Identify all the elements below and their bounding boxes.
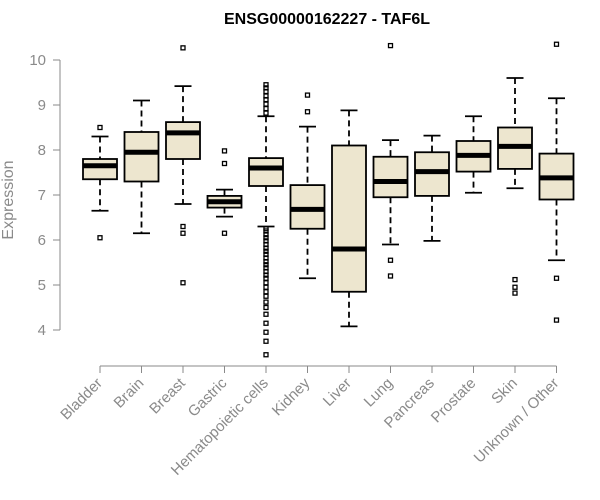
outlier-point: [263, 311, 269, 317]
outlier-point: [512, 290, 518, 296]
outlier-point: [263, 293, 269, 299]
outlier-point: [263, 251, 269, 258]
outlier-point: [263, 248, 269, 254]
outlier-point: [387, 42, 394, 49]
box-group: [123, 99, 160, 235]
outlier-point: [97, 235, 103, 241]
outlier-point: [304, 92, 311, 98]
box-group: [331, 109, 367, 328]
box-group: [372, 42, 409, 279]
box-group: [165, 45, 201, 286]
outlier-point: [263, 105, 269, 112]
outlier-point: [512, 284, 518, 290]
outlier-point: [304, 109, 311, 115]
box: [248, 157, 284, 187]
outlier-point: [263, 226, 269, 232]
x-tick-label: Skin: [488, 375, 521, 408]
outlier-point: [263, 85, 269, 91]
chart-title: ENSG00000162227 - TAF6L: [224, 11, 430, 28]
y-tick-label: 7: [38, 187, 46, 204]
box: [331, 144, 367, 293]
y-axis: 4 5 6 7 8 9 10: [29, 52, 61, 339]
box: [82, 158, 118, 181]
outlier-point: [263, 284, 269, 290]
outlier-point: [263, 265, 269, 271]
box: [165, 121, 201, 160]
box-group: [248, 82, 284, 358]
outlier-point: [221, 148, 228, 154]
x-tick-label: Bladder: [57, 375, 106, 424]
x-tick-label: Kidney: [269, 374, 314, 419]
outlier-point: [263, 262, 269, 268]
outlier-point: [263, 299, 269, 305]
outlier-point: [263, 93, 269, 99]
y-tick-label: 5: [38, 277, 46, 294]
outlier-point: [263, 275, 269, 281]
y-tick-label: 10: [29, 52, 46, 69]
box-group: [538, 41, 575, 323]
outlier-point: [221, 230, 228, 236]
outlier-point: [263, 280, 269, 286]
box-group: [414, 134, 450, 242]
outlier-point: [180, 223, 186, 230]
outlier-point: [263, 101, 269, 107]
outlier-point: [263, 304, 269, 311]
outlier-point: [387, 257, 394, 263]
outlier-point: [263, 110, 269, 116]
outlier-point: [553, 317, 560, 323]
outlier-point: [263, 320, 269, 326]
x-tick-label: Brain: [111, 375, 148, 412]
box-group: [289, 92, 326, 280]
box-group: [497, 77, 533, 296]
x-tick-label: Breast: [146, 374, 189, 417]
box: [372, 155, 409, 199]
outlier-point: [387, 273, 394, 279]
outlier-point: [180, 230, 186, 236]
outlier-point: [263, 235, 269, 241]
y-tick-label: 4: [38, 322, 46, 339]
x-tick-label: Lung: [361, 375, 397, 411]
outlier-point: [263, 238, 269, 244]
outlier-point: [180, 280, 186, 286]
y-tick-label: 9: [38, 97, 46, 114]
outlier-point: [553, 275, 560, 281]
outlier-point: [180, 45, 186, 51]
x-tick-label: Prostate: [428, 375, 480, 427]
outlier-point: [263, 352, 269, 358]
box-group: [455, 115, 492, 194]
box-group: [206, 148, 243, 236]
outlier-point: [221, 160, 228, 167]
box: [123, 131, 160, 183]
box-group: [82, 124, 118, 241]
outlier-point: [97, 124, 103, 131]
y-axis-label: Expression: [0, 160, 17, 239]
y-tick-label: 8: [38, 142, 46, 159]
outlier-point: [263, 289, 269, 295]
x-tick-label: Liver: [320, 375, 355, 410]
plot-area: [82, 41, 575, 358]
outlier-point: [263, 82, 269, 88]
y-tick-label: 6: [38, 232, 46, 249]
outlier-point: [263, 338, 269, 344]
outlier-point: [512, 276, 518, 283]
outlier-point: [263, 329, 269, 335]
outlier-point: [553, 41, 560, 47]
